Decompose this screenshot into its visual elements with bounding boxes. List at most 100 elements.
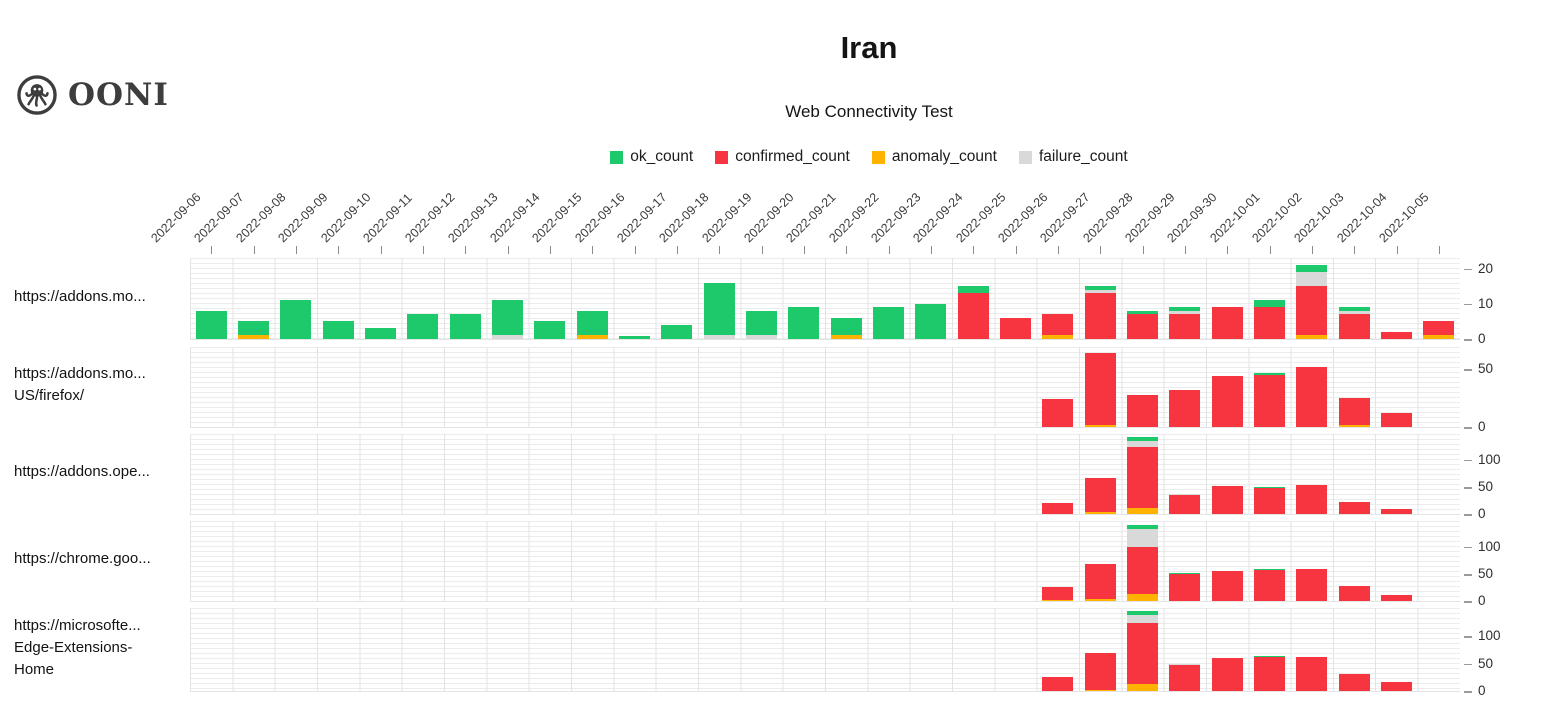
bar[interactable] — [1254, 372, 1285, 428]
bar[interactable] — [746, 310, 777, 339]
bar[interactable] — [1296, 366, 1328, 427]
bar[interactable] — [1084, 652, 1116, 692]
bar[interactable] — [1296, 265, 1328, 339]
bar[interactable] — [703, 282, 735, 339]
bar[interactable] — [1042, 586, 1074, 601]
bar[interactable] — [1211, 307, 1243, 339]
bar[interactable] — [1338, 502, 1370, 514]
row-label: https://addons.mo... — [14, 286, 184, 308]
bar[interactable] — [1211, 376, 1243, 427]
bar[interactable] — [449, 314, 481, 339]
bar[interactable] — [1127, 310, 1158, 339]
bar[interactable] — [1381, 682, 1412, 691]
bar[interactable] — [1084, 352, 1116, 427]
y-axis-tick — [1464, 574, 1472, 576]
bar-segment-ok_count — [915, 303, 947, 339]
bar[interactable] — [492, 300, 523, 339]
bar-segment-confirmed_count — [1042, 314, 1074, 336]
bar[interactable] — [1169, 389, 1201, 427]
bar-segment-anomaly_count — [1127, 507, 1158, 514]
bar[interactable] — [1127, 394, 1158, 427]
bar[interactable] — [1338, 586, 1370, 601]
chart-subtitle: Web Connectivity Test — [785, 102, 953, 121]
row-label-line: US/firefox/ — [14, 387, 85, 404]
bar[interactable] — [1254, 655, 1285, 691]
bar[interactable] — [1000, 317, 1031, 339]
bar-segment-ok_count — [1296, 265, 1328, 272]
bar[interactable] — [1127, 611, 1158, 691]
bar[interactable] — [280, 300, 312, 339]
bar[interactable] — [407, 314, 439, 339]
bar[interactable] — [1338, 674, 1370, 691]
bar[interactable] — [1381, 509, 1412, 514]
bar[interactable] — [1084, 564, 1116, 601]
bar[interactable] — [1211, 658, 1243, 691]
bar-segment-ok_count — [1084, 286, 1116, 290]
bar[interactable] — [576, 310, 608, 339]
bar[interactable] — [1381, 332, 1412, 339]
bar[interactable] — [1211, 570, 1243, 601]
bar-segment-anomaly_count — [1042, 335, 1074, 339]
bar-segment-anomaly_count — [1084, 424, 1116, 427]
x-axis-tick — [1438, 246, 1440, 254]
bar[interactable] — [1338, 307, 1370, 339]
bar[interactable] — [1211, 486, 1243, 514]
x-axis-tick — [1100, 246, 1102, 254]
bar[interactable] — [1127, 437, 1158, 514]
bar[interactable] — [1254, 487, 1285, 514]
bar[interactable] — [1381, 594, 1412, 601]
ooni-octopus-icon — [16, 74, 58, 116]
bar[interactable] — [1296, 568, 1328, 601]
bar[interactable] — [873, 307, 904, 339]
row-label-line: https://addons.mo... — [14, 365, 146, 382]
bar[interactable] — [1042, 399, 1074, 427]
bar-segment-anomaly_count — [1084, 511, 1116, 515]
bar[interactable] — [1127, 525, 1158, 601]
bar-segment-ok_count — [1254, 655, 1285, 657]
bar[interactable] — [1169, 664, 1201, 691]
bar[interactable] — [1084, 477, 1116, 515]
bar[interactable] — [1042, 676, 1074, 691]
bar[interactable] — [1254, 300, 1285, 339]
bar[interactable] — [1042, 314, 1074, 339]
bar[interactable] — [957, 286, 989, 339]
bar[interactable] — [661, 324, 693, 339]
bar[interactable] — [1169, 307, 1201, 339]
bar-segment-confirmed_count — [1211, 658, 1243, 691]
bar[interactable] — [1423, 321, 1455, 339]
bar-segment-anomaly_count — [1127, 683, 1158, 691]
bar-segment-confirmed_count — [1254, 307, 1285, 339]
bar[interactable] — [1084, 286, 1116, 339]
ooni-logo[interactable]: OONI — [16, 74, 169, 116]
bar[interactable] — [1254, 569, 1285, 601]
bar-segment-confirmed_count — [1296, 656, 1328, 691]
x-axis-tick — [930, 246, 932, 254]
bar-segment-ok_count — [746, 310, 777, 336]
bar[interactable] — [1296, 485, 1328, 514]
bar-segment-confirmed_count — [1042, 676, 1074, 691]
bar-segment-confirmed_count — [1211, 570, 1243, 601]
bar[interactable] — [1169, 493, 1201, 514]
bar[interactable] — [1381, 413, 1412, 427]
bar[interactable] — [534, 321, 566, 339]
bar-segment-failure_count — [492, 335, 523, 339]
bar[interactable] — [365, 328, 396, 339]
bar[interactable] — [1169, 573, 1201, 601]
bar[interactable] — [195, 310, 227, 339]
bar[interactable] — [322, 321, 354, 339]
bar[interactable] — [238, 321, 269, 339]
bar-segment-ok_count — [873, 307, 904, 339]
y-axis-label: 50 — [1478, 479, 1494, 494]
bar[interactable] — [1296, 656, 1328, 691]
bar[interactable] — [1338, 398, 1370, 427]
bar-segment-ok_count — [957, 286, 989, 294]
bar[interactable] — [915, 303, 947, 339]
bar-segment-confirmed_count — [1254, 488, 1285, 514]
bar[interactable] — [619, 335, 650, 339]
bar-segment-confirmed_count — [1381, 509, 1412, 514]
x-axis-tick — [465, 246, 467, 254]
bar[interactable] — [830, 317, 862, 339]
bar-segment-confirmed_count — [1338, 674, 1370, 691]
bar[interactable] — [1042, 503, 1074, 514]
bar[interactable] — [788, 307, 820, 339]
